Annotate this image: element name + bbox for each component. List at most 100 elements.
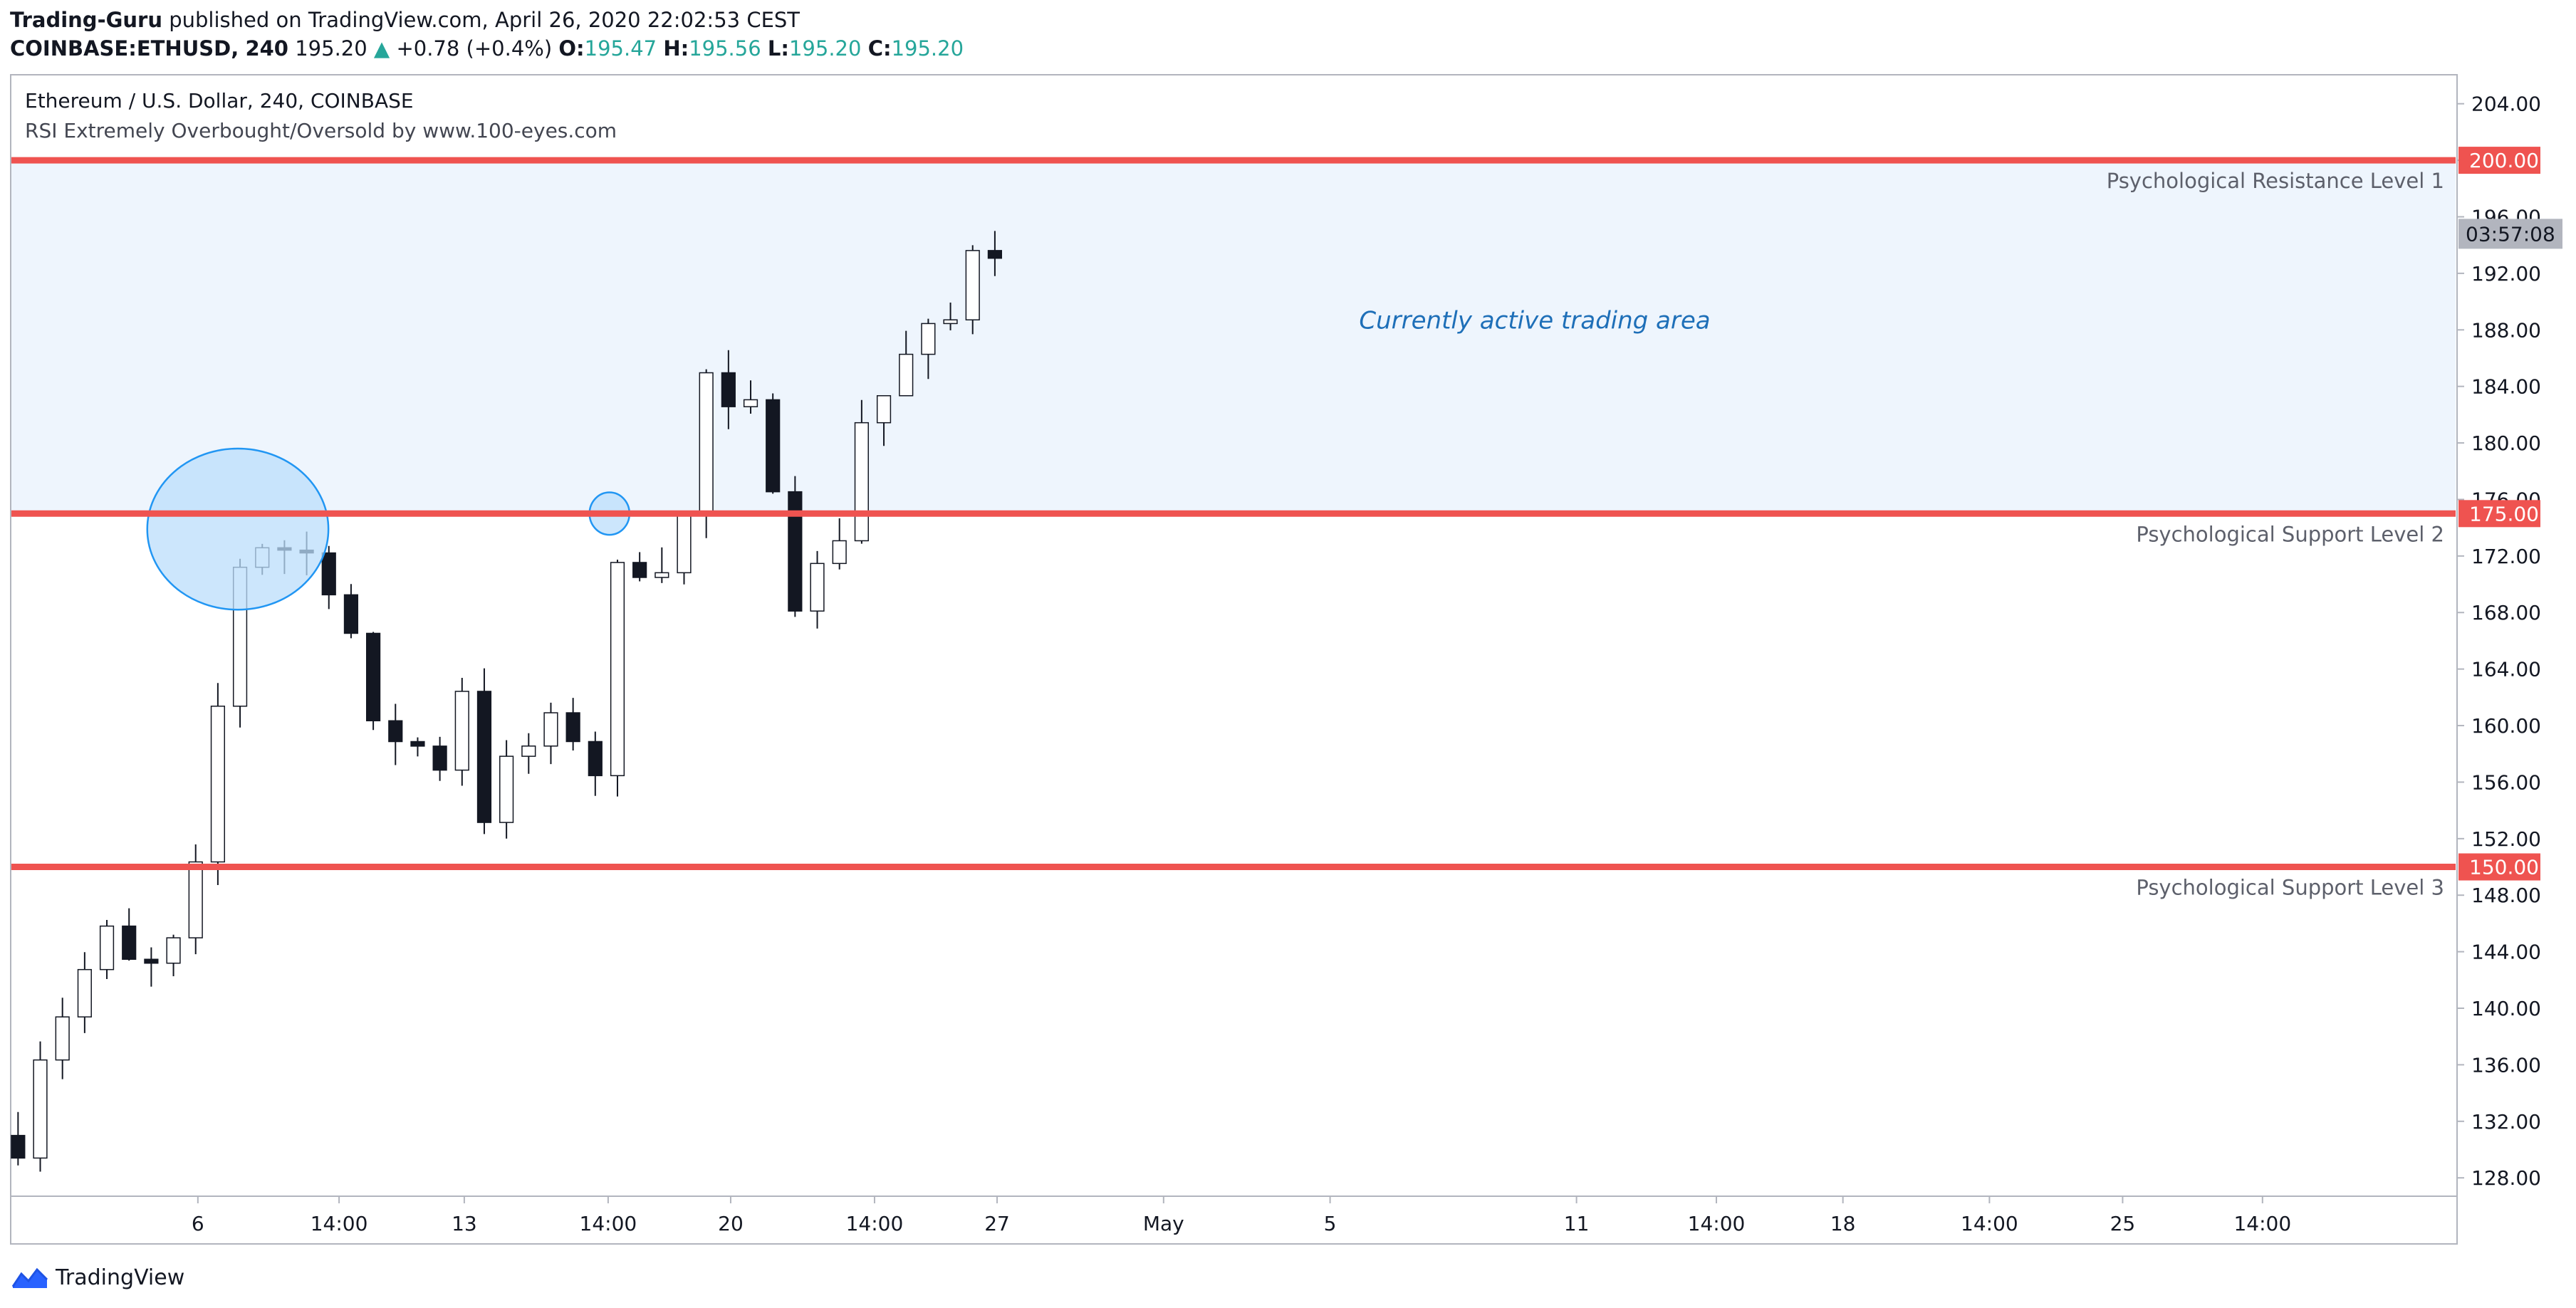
candle bbox=[365, 632, 381, 731]
price-change: +0.78 (+0.4%) bbox=[396, 36, 553, 61]
candle bbox=[743, 380, 758, 414]
candle-body bbox=[11, 1134, 26, 1159]
candle bbox=[188, 844, 203, 955]
time-tick-label: 25 bbox=[2110, 1212, 2136, 1235]
level-price-label: 200.00 bbox=[2469, 149, 2539, 172]
up-arrow-icon: ▲ bbox=[373, 36, 390, 61]
candle bbox=[99, 919, 115, 980]
candle bbox=[432, 736, 447, 781]
price-tick-label: 164.00 bbox=[2471, 658, 2541, 681]
candle bbox=[699, 369, 714, 538]
footer-brand[interactable]: TradingView bbox=[11, 1260, 184, 1294]
close-label: C: bbox=[867, 36, 892, 61]
close-value: 195.20 bbox=[891, 36, 964, 61]
low-label: L: bbox=[767, 36, 789, 61]
candle-body bbox=[921, 323, 936, 355]
candle-body bbox=[521, 745, 536, 757]
author-name[interactable]: Trading-Guru bbox=[10, 8, 163, 32]
candle bbox=[943, 302, 958, 330]
candle-body bbox=[588, 741, 603, 777]
time-tick-label: 5 bbox=[1324, 1212, 1337, 1235]
ellipse-annotations bbox=[146, 447, 631, 611]
publish-info: Trading-Guru published on TradingView.co… bbox=[10, 6, 800, 34]
candle bbox=[788, 476, 803, 617]
price-tick-label: 192.00 bbox=[2471, 262, 2541, 286]
level-price-label: 150.00 bbox=[2469, 856, 2539, 879]
candle bbox=[987, 231, 1003, 276]
time-tick-label: 14:00 bbox=[311, 1212, 368, 1235]
chart-legend-title: Ethereum / U.S. Dollar, 240, COINBASE bbox=[25, 89, 414, 113]
time-tick-label: May bbox=[1143, 1212, 1184, 1235]
candle bbox=[166, 934, 181, 977]
candle-body bbox=[876, 395, 892, 424]
candle-body bbox=[699, 372, 714, 516]
candles bbox=[11, 231, 1003, 1172]
price-tick-label: 180.00 bbox=[2471, 431, 2541, 455]
candle-body bbox=[365, 632, 381, 722]
candle bbox=[55, 998, 70, 1079]
trading-zone bbox=[11, 160, 2456, 514]
candle-body bbox=[810, 563, 825, 612]
candle bbox=[210, 683, 225, 885]
level-lines: Psychological Resistance Level 1 Psycholo… bbox=[11, 157, 2456, 900]
candle bbox=[921, 318, 936, 380]
symbol-info: COINBASE:ETHUSD, 240 195.20 ▲ +0.78 (+0.… bbox=[10, 34, 964, 63]
candle-body bbox=[788, 491, 803, 612]
high-value: 195.56 bbox=[689, 36, 761, 61]
level-price-badge bbox=[2458, 853, 2540, 881]
candle bbox=[77, 952, 92, 1033]
candle-body bbox=[77, 968, 92, 1017]
published-text: published on TradingView.com, April 26, … bbox=[169, 8, 801, 32]
candle bbox=[766, 393, 781, 494]
candle bbox=[610, 559, 625, 797]
time-tick-label: 14:00 bbox=[580, 1212, 637, 1235]
time-tick-label: 14:00 bbox=[1961, 1212, 2018, 1235]
candle bbox=[632, 552, 647, 582]
candle-body bbox=[766, 399, 781, 493]
level-price-badge bbox=[2458, 147, 2540, 174]
highlight-ellipse bbox=[146, 447, 330, 611]
candle-body bbox=[33, 1059, 48, 1159]
candle bbox=[122, 908, 137, 961]
candle-body bbox=[476, 691, 492, 823]
candle bbox=[543, 702, 558, 765]
price-tick-label: 128.00 bbox=[2471, 1166, 2541, 1190]
candle-body bbox=[410, 741, 425, 747]
candle-body bbox=[432, 745, 447, 771]
time-tick-label: 13 bbox=[452, 1212, 477, 1235]
candle-body bbox=[343, 594, 359, 634]
price-tick-label: 144.00 bbox=[2471, 941, 2541, 964]
candle bbox=[810, 550, 825, 629]
candle bbox=[343, 584, 359, 639]
time-tick-label: 20 bbox=[718, 1212, 744, 1235]
candle-body bbox=[122, 925, 137, 960]
candle-body bbox=[854, 422, 869, 542]
price-tick-label: 140.00 bbox=[2471, 997, 2541, 1020]
candle-body bbox=[965, 250, 980, 320]
candle-body bbox=[565, 712, 580, 743]
time-axis[interactable]: 6 14:00 13 14:00 20 14:00 27 May 5 11 14:00 18 14:00… bbox=[11, 1195, 2457, 1235]
candle-body bbox=[144, 958, 159, 964]
level-price-badge bbox=[2458, 500, 2540, 528]
price-tick-label: 156.00 bbox=[2471, 770, 2541, 794]
indicator-legend[interactable]: RSI Extremely Overbought/Oversold by www… bbox=[25, 119, 617, 142]
candle-body bbox=[321, 552, 336, 596]
tradingview-logo-icon bbox=[11, 1267, 48, 1288]
price-tick-label: 168.00 bbox=[2471, 601, 2541, 624]
candle-body bbox=[166, 937, 181, 964]
candle bbox=[899, 330, 914, 397]
candle-body bbox=[454, 691, 469, 771]
zone-annotation: Currently active trading area bbox=[1359, 306, 1710, 335]
candle-body bbox=[543, 712, 558, 747]
last-price: 195.20 bbox=[295, 36, 367, 61]
candle-body bbox=[388, 720, 403, 743]
price-axis[interactable]: 204.00200.00196.00192.00188.00184.00180.… bbox=[2456, 75, 2562, 1243]
candle-body bbox=[188, 861, 203, 938]
candle-body bbox=[99, 925, 115, 970]
candle bbox=[721, 350, 736, 429]
candle-body bbox=[499, 755, 514, 823]
price-tick-label: 172.00 bbox=[2471, 545, 2541, 568]
candle bbox=[33, 1041, 48, 1172]
candle-body bbox=[210, 706, 225, 863]
